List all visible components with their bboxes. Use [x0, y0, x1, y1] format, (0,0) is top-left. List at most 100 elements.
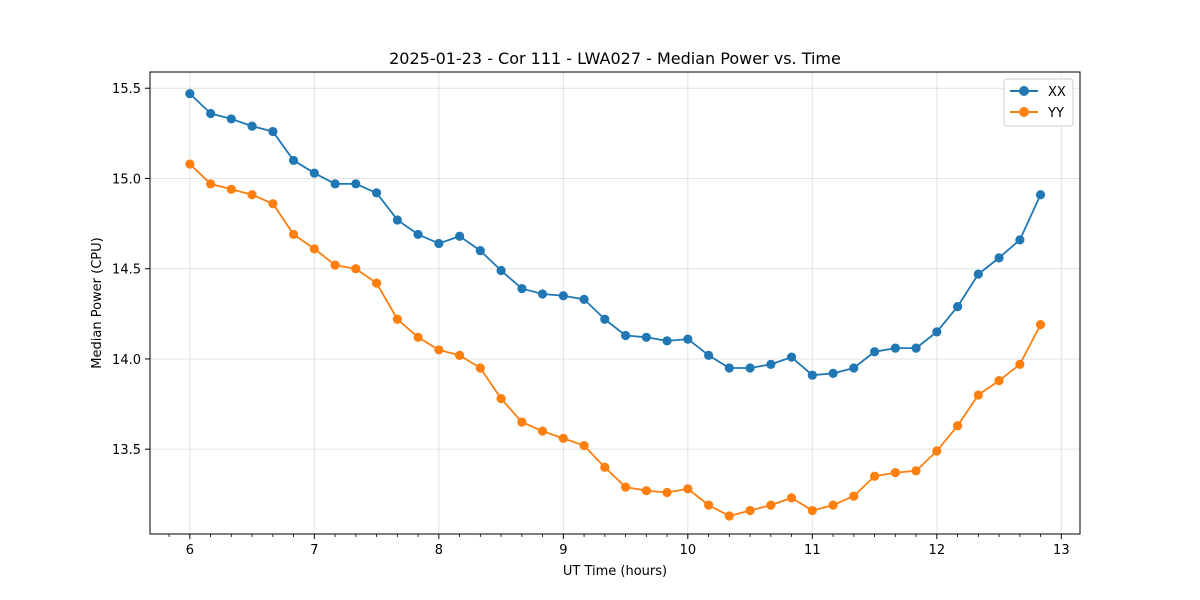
data-point-xx	[745, 363, 755, 373]
data-point-yy	[807, 505, 817, 516]
data-point-xx	[807, 370, 817, 380]
data-point-yy	[247, 190, 257, 200]
data-point-xx	[890, 343, 900, 353]
data-point-yy	[600, 462, 610, 472]
data-point-xx	[371, 188, 382, 198]
data-point-yy	[890, 468, 900, 478]
data-point-xx	[351, 179, 361, 189]
y-axis-label: Median Power (CPU)	[90, 237, 105, 368]
data-point-yy	[973, 390, 983, 400]
data-point-xx	[828, 368, 838, 378]
data-point-yy	[1015, 359, 1025, 369]
y-tick-label: 15.5	[112, 82, 141, 97]
data-point-xx	[994, 253, 1004, 263]
x-tick-label: 11	[804, 543, 821, 558]
data-point-xx	[683, 334, 693, 344]
data-point-yy	[413, 332, 423, 342]
data-point-xx	[953, 302, 963, 312]
data-point-yy	[828, 500, 838, 510]
y-tick-label: 13.5	[112, 443, 141, 458]
legend-label-xx: XX	[1048, 85, 1066, 100]
data-point-xx	[600, 314, 610, 324]
chart-title: 2025-01-23 - Cor 111 - LWA027 - Median P…	[389, 49, 841, 68]
data-point-yy	[620, 482, 631, 492]
x-tick-label: 10	[680, 543, 697, 558]
data-point-yy	[786, 493, 797, 503]
data-point-yy	[392, 314, 402, 324]
data-point-yy	[724, 511, 734, 521]
data-point-yy	[953, 421, 963, 431]
data-point-xx	[496, 265, 506, 276]
data-point-yy	[994, 376, 1004, 386]
x-tick-label: 8	[435, 543, 443, 558]
y-tick-label: 14.0	[112, 353, 141, 368]
data-point-xx	[786, 352, 797, 362]
y-tick-label: 15.0	[112, 172, 141, 187]
data-series	[185, 89, 1046, 521]
data-point-yy	[911, 466, 921, 476]
grid	[150, 72, 1080, 534]
legend-marker-yy	[1019, 107, 1029, 117]
data-point-xx	[517, 283, 527, 294]
data-point-yy	[849, 491, 859, 501]
data-point-yy	[704, 500, 714, 510]
data-point-xx	[932, 327, 942, 337]
data-point-yy	[683, 484, 693, 494]
data-point-yy	[745, 505, 755, 516]
data-point-yy	[579, 440, 589, 451]
data-point-yy	[206, 179, 216, 189]
data-point-yy	[330, 260, 340, 270]
data-point-xx	[641, 332, 651, 342]
data-point-yy	[455, 350, 465, 360]
data-point-xx	[620, 330, 631, 341]
data-point-xx	[558, 291, 568, 301]
data-point-xx	[309, 168, 319, 178]
data-point-yy	[662, 487, 672, 498]
x-tick-label: 13	[1053, 543, 1070, 558]
data-point-xx	[1035, 190, 1046, 200]
data-point-yy	[475, 363, 485, 373]
data-point-xx	[724, 363, 734, 373]
data-point-xx	[185, 89, 195, 99]
x-axis-label: UT Time (hours)	[563, 564, 667, 579]
data-point-xx	[1015, 235, 1025, 245]
x-tick-label: 12	[929, 543, 946, 558]
data-point-yy	[517, 417, 527, 427]
data-point-xx	[849, 363, 859, 373]
plot-area-frame	[149, 71, 1081, 535]
data-point-xx	[226, 114, 236, 124]
data-point-xx	[662, 336, 672, 346]
legend-marker-xx	[1019, 86, 1029, 96]
data-point-xx	[973, 269, 983, 279]
data-point-yy	[371, 278, 382, 288]
legend: XX YY	[1003, 78, 1074, 127]
data-point-yy	[496, 394, 506, 404]
x-tick-label: 7	[310, 543, 318, 558]
data-point-xx	[330, 179, 340, 189]
legend-label-yy: YY	[1047, 106, 1064, 121]
data-point-yy	[351, 264, 361, 274]
data-point-xx	[247, 121, 257, 131]
data-point-xx	[455, 231, 465, 241]
data-point-yy	[932, 446, 942, 456]
data-point-xx	[475, 246, 485, 256]
data-point-yy	[1035, 320, 1046, 330]
y-tick-label: 14.5	[112, 263, 141, 278]
data-point-xx	[434, 238, 444, 249]
data-point-yy	[309, 244, 319, 254]
data-point-xx	[704, 350, 714, 360]
data-point-yy	[558, 433, 568, 443]
data-point-xx	[288, 155, 299, 166]
data-point-yy	[268, 199, 278, 209]
data-point-yy	[537, 426, 548, 436]
data-point-yy	[869, 471, 880, 481]
data-point-yy	[226, 184, 236, 194]
data-point-xx	[537, 289, 548, 299]
data-point-yy	[288, 229, 299, 240]
data-point-xx	[268, 126, 278, 137]
data-point-xx	[766, 359, 776, 369]
data-point-yy	[766, 500, 776, 510]
data-point-xx	[413, 229, 423, 240]
